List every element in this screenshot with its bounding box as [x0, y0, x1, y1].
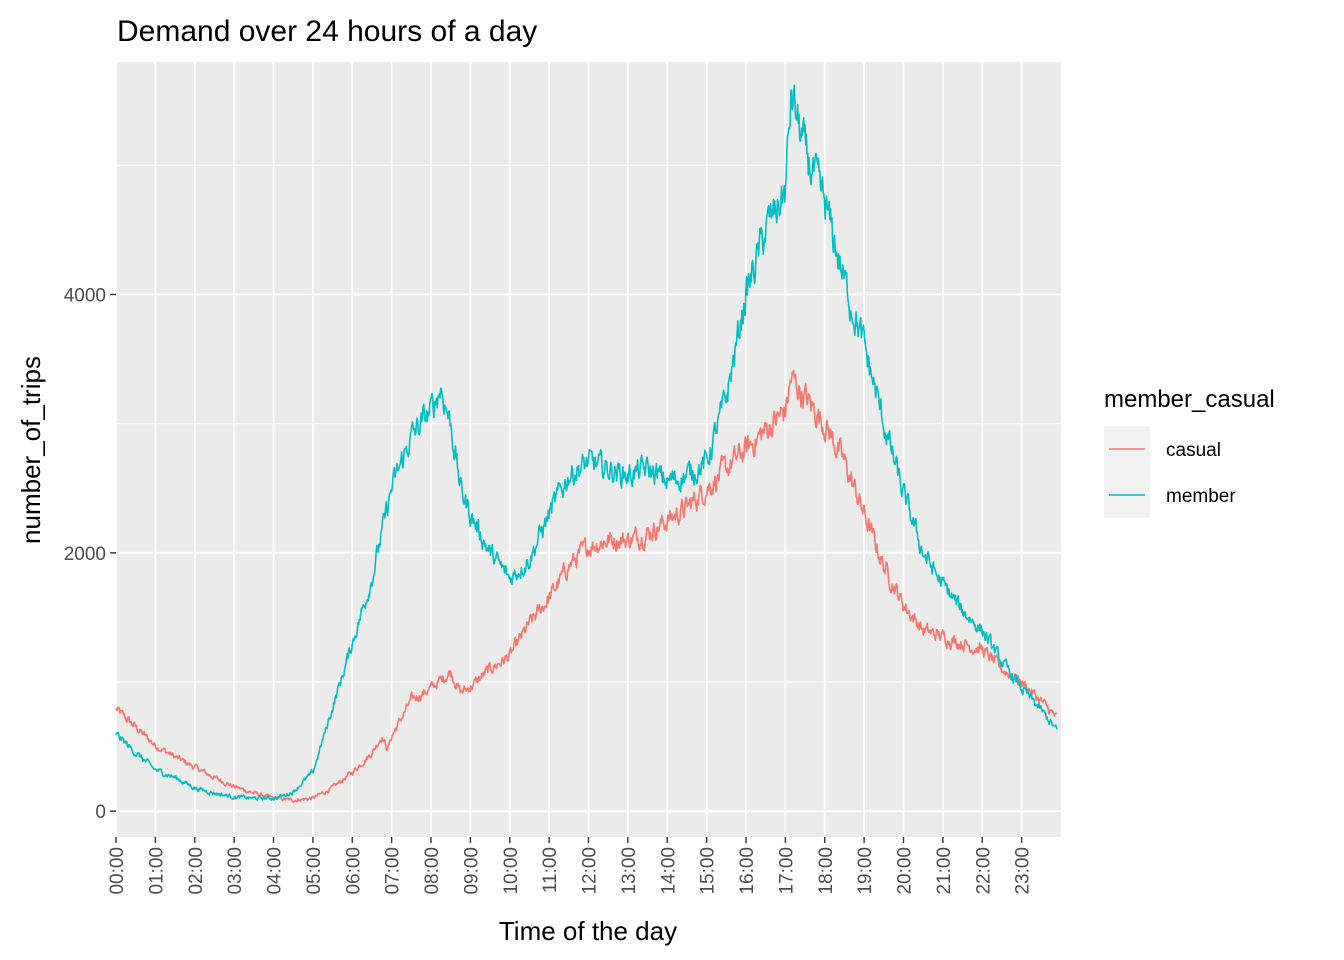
- x-tick-label: 16:00: [737, 847, 758, 895]
- x-tick-label: 20:00: [895, 847, 916, 895]
- x-axis-title: Time of the day: [499, 916, 677, 946]
- grid-major: [115, 62, 1061, 837]
- legend-label-casual: casual: [1166, 440, 1221, 461]
- x-tick-label: 04:00: [265, 847, 286, 895]
- x-axis: 00:00 01:00 02:00 03:00 04:00 05:00 06:00 07:00…: [107, 837, 1034, 895]
- x-tick-label: 17:00: [776, 847, 797, 895]
- legend: member_casual casual member: [1104, 386, 1275, 518]
- series-line-casual: [115, 369, 1058, 803]
- series-layer: [115, 84, 1058, 803]
- y-axis: 0 2000 4000: [64, 286, 116, 823]
- x-tick-label: 01:00: [146, 847, 167, 895]
- y-tick-label: 0: [95, 802, 106, 823]
- chart-title: Demand over 24 hours of a day: [117, 15, 537, 48]
- x-tick-label: 11:00: [540, 847, 561, 893]
- x-tick-label: 12:00: [580, 847, 601, 895]
- x-tick-label: 10:00: [501, 847, 522, 895]
- x-tick-label: 03:00: [225, 847, 246, 895]
- x-tick-label: 23:00: [1013, 847, 1034, 895]
- x-tick-label: 07:00: [383, 847, 404, 895]
- y-tick-label: 2000: [64, 544, 106, 565]
- x-tick-label: 13:00: [619, 847, 640, 895]
- x-tick-label: 09:00: [461, 847, 482, 895]
- x-tick-label: 02:00: [186, 847, 207, 895]
- legend-title: member_casual: [1104, 386, 1275, 413]
- x-tick-label: 00:00: [107, 847, 128, 895]
- x-tick-label: 21:00: [934, 847, 955, 895]
- x-tick-label: 19:00: [855, 847, 876, 895]
- x-tick-label: 08:00: [422, 847, 443, 895]
- x-tick-label: 18:00: [816, 847, 837, 895]
- x-tick-label: 05:00: [304, 847, 325, 895]
- x-tick-label: 15:00: [698, 847, 719, 895]
- series-line-member: [115, 84, 1058, 802]
- x-tick-label: 22:00: [973, 847, 994, 895]
- y-tick-label: 4000: [64, 286, 106, 307]
- x-tick-label: 06:00: [343, 847, 364, 895]
- legend-label-member: member: [1166, 486, 1236, 507]
- x-tick-label: 14:00: [658, 847, 679, 895]
- y-axis-title: number_of_trips: [16, 356, 46, 544]
